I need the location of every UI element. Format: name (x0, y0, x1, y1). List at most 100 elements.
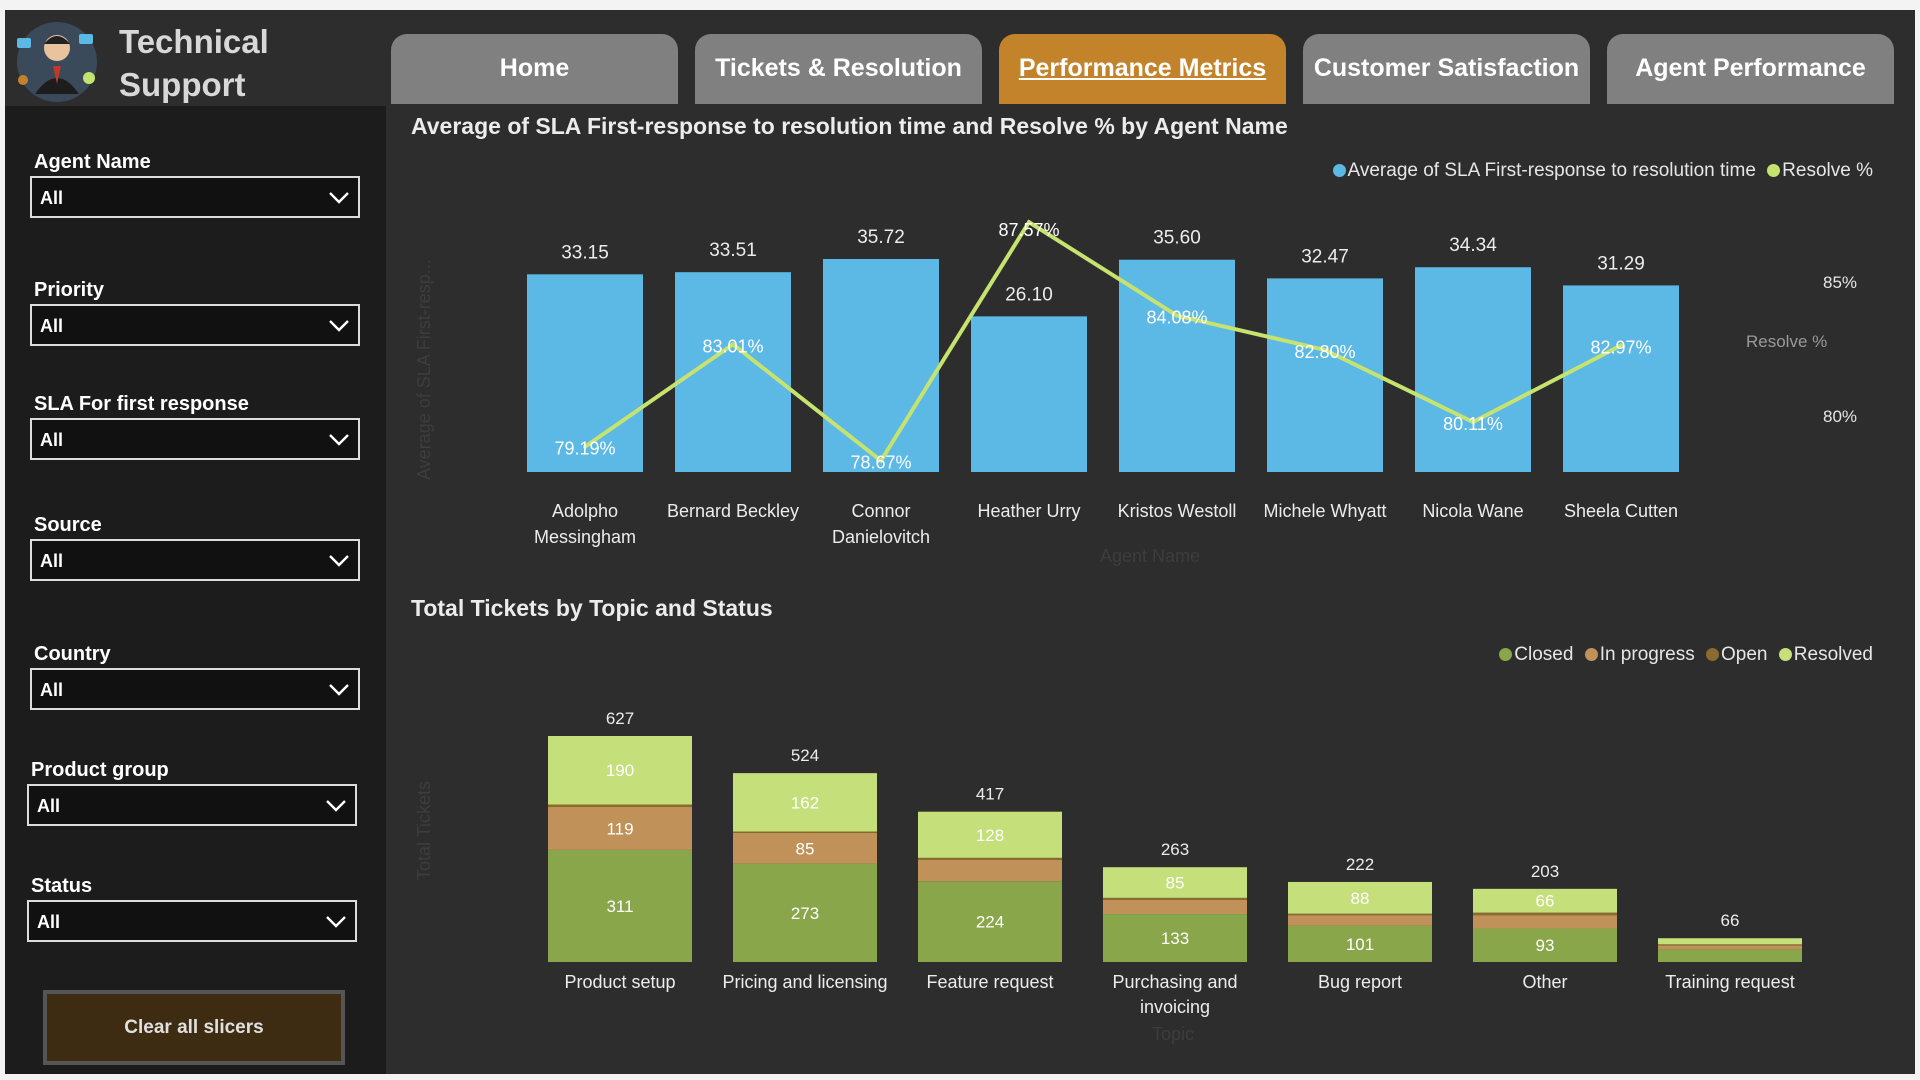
chart1-title: Average of SLA First-response to resolut… (411, 113, 1288, 139)
legend-dot-resolve (1767, 164, 1781, 177)
resolve-point[interactable] (583, 444, 587, 449)
chevron-down-icon (329, 434, 349, 446)
legend-label-closed: Closed (1514, 644, 1574, 665)
report-canvas: Technical Support Home Tickets & Resolut… (5, 10, 1915, 1074)
y-axis-label: Average of SLA First-resp... (414, 259, 434, 480)
chart2-title: Total Tickets by Topic and Status (411, 595, 773, 621)
resolve-point[interactable] (1619, 343, 1623, 348)
slicer-country[interactable]: All (30, 668, 360, 710)
tab-agent-performance[interactable]: Agent Performance (1607, 34, 1894, 104)
y2-tick-80: 80% (1823, 407, 1857, 426)
resolve-point[interactable] (1323, 347, 1327, 352)
resolve-point-label: 82.97% (1590, 337, 1651, 357)
chart1-legend: Average of SLA First-response to resolut… (1327, 160, 1873, 182)
sla-bar-label: 32.47 (1301, 246, 1349, 267)
tab-tickets-resolution[interactable]: Tickets & Resolution (695, 34, 982, 104)
chevron-down-icon (326, 916, 346, 928)
chevron-down-icon (326, 800, 346, 812)
slicer-value: All (40, 188, 64, 208)
y2-tick-85: 85% (1823, 273, 1857, 292)
sla-bar[interactable] (971, 316, 1087, 472)
chevron-down-icon (329, 555, 349, 567)
slicer-source[interactable]: All (30, 539, 360, 581)
resolve-point[interactable] (1027, 220, 1031, 225)
legend-dot-in-progress (1584, 648, 1598, 661)
sla-resolve-combo-chart: 33.15 79.19% Adolpho Messingham 33.51 83.01% B… (414, 219, 1857, 566)
legend-label-resolve: Resolve % (1782, 160, 1873, 181)
sla-bar-label: 35.72 (857, 227, 905, 248)
sla-bar-label: 34.34 (1449, 235, 1497, 256)
resolve-point-label: 84.08% (1146, 308, 1207, 328)
resolve-point-label: 82.80% (1294, 342, 1355, 362)
tab-home[interactable]: Home (391, 34, 678, 104)
slicer-priority[interactable]: All (30, 304, 360, 346)
resolve-point[interactable] (879, 458, 883, 463)
clear-all-slicers-button[interactable]: Clear all slicers (43, 990, 345, 1065)
legend-dot-closed (1499, 648, 1513, 661)
chevron-down-icon (329, 684, 349, 696)
legend-label-sla: Average of SLA First-response to resolut… (1347, 160, 1756, 181)
slicer-sla-first-response[interactable]: All (30, 418, 360, 460)
sla-bar[interactable] (1415, 267, 1531, 472)
chart2-legend: Closed In progress Open Resolved (1493, 644, 1873, 666)
slicer-label-agent-name: Agent Name (34, 151, 151, 173)
slicer-label-country: Country (34, 643, 111, 665)
agent-tick-label: Adolpho Messingham (534, 501, 636, 547)
legend-label-in-progress: In progress (1599, 644, 1695, 665)
slicer-value: All (40, 551, 64, 571)
slicer-label-product-group: Product group (31, 759, 169, 781)
slicer-status[interactable]: All (27, 900, 357, 942)
sla-bar-label: 33.15 (561, 242, 609, 263)
sla-bar[interactable] (1563, 285, 1679, 472)
slicer-label-priority: Priority (34, 279, 105, 301)
resolve-point[interactable] (1471, 420, 1475, 425)
support-agent-icon (17, 22, 97, 102)
sla-bar-label: 31.29 (1597, 253, 1645, 274)
resolve-point-label: 79.19% (554, 439, 615, 459)
filter-sidebar: Agent Name All Priority All SLA For firs… (5, 106, 386, 1074)
legend-dot-open (1706, 648, 1720, 661)
x-axis-label: Agent Name (1100, 546, 1200, 566)
slicer-value: All (40, 430, 64, 450)
sla-bar-label: 35.60 (1153, 228, 1201, 249)
agent-tick-label: Bernard Beckley (667, 501, 799, 521)
agent-tick-label: Heather Urry (977, 501, 1080, 521)
agent-tick-label: Michele Whyatt (1263, 501, 1386, 521)
tab-customer-satisfaction[interactable]: Customer Satisfaction (1303, 34, 1590, 104)
slicer-value: All (40, 680, 64, 700)
agent-tick-label: Kristos Westoll (1118, 501, 1237, 521)
resolve-point[interactable] (731, 342, 735, 347)
app-title-line1: Technical (119, 23, 269, 60)
slicer-value: All (37, 912, 61, 932)
slicer-agent-name[interactable]: All (30, 176, 360, 218)
agent-tick-label: Nicola Wane (1422, 501, 1523, 521)
agent-tick-label: Connor Danielovitch (832, 501, 930, 547)
app-title-line2: Support (119, 66, 246, 103)
agent-tick-label: Sheela Cutten (1564, 501, 1678, 521)
sla-bar[interactable] (823, 259, 939, 472)
resolve-point-label: 83.01% (702, 336, 763, 356)
resolve-point-label: 87.57% (998, 220, 1059, 240)
legend-dot-resolved (1778, 648, 1792, 661)
y2-axis-label: Resolve % (1746, 332, 1827, 351)
slicer-value: All (40, 316, 64, 336)
chevron-down-icon (329, 320, 349, 332)
slicer-label-status: Status (31, 875, 93, 897)
resolve-point[interactable] (1175, 313, 1179, 318)
slicer-value: All (37, 796, 61, 816)
sla-bar-label: 33.51 (709, 240, 757, 261)
chevron-down-icon (329, 192, 349, 204)
sla-bar[interactable] (1119, 259, 1235, 472)
app-title: Technical Support (119, 20, 269, 106)
slicer-label-source: Source (34, 514, 102, 536)
legend-label-open: Open (1721, 644, 1768, 665)
sla-bar[interactable] (1267, 278, 1383, 472)
sla-bar[interactable] (527, 274, 643, 472)
resolve-point-label: 78.67% (850, 453, 911, 473)
resolve-point-label: 80.11% (1443, 414, 1503, 434)
slicer-label-sla-first-response: SLA For first response (34, 393, 249, 415)
slicer-product-group[interactable]: All (27, 784, 357, 826)
tab-performance-metrics[interactable]: Performance Metrics (999, 34, 1286, 104)
sla-bar-label: 26.10 (1005, 284, 1053, 305)
header-logo-area: Technical Support (5, 10, 385, 106)
